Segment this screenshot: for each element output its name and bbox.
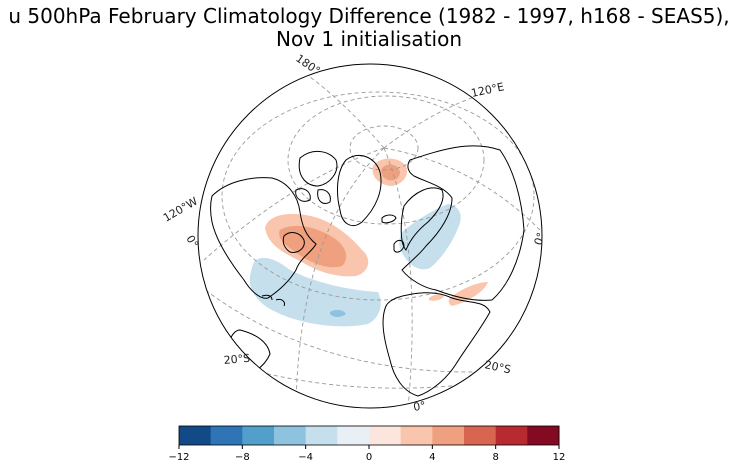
negative-anomaly-atlantic <box>249 257 381 327</box>
colorbar-segment <box>369 426 402 445</box>
title-line-1: u 500hPa February Climatology Difference… <box>8 4 730 28</box>
hudson-bay <box>282 232 305 253</box>
label-0-left: 0° <box>183 233 201 250</box>
colorbar-tick-label: 0 <box>366 452 372 463</box>
label-120w: 120°W <box>161 195 200 225</box>
colorbar <box>179 426 560 445</box>
colorbar-tick-label: −12 <box>168 452 189 463</box>
globe-disk <box>198 64 542 408</box>
colorbar-segment <box>305 426 338 445</box>
positive-anomaly-labrador-core <box>279 225 347 268</box>
colorbar-tick-label: 8 <box>492 452 498 463</box>
iceland <box>381 214 397 224</box>
label-0-bottom: 0° <box>412 399 427 414</box>
positive-anomaly-barents-core <box>381 164 400 181</box>
colorbar-tick-label: −4 <box>298 452 313 463</box>
colorbar-segment <box>400 426 433 445</box>
label-20s-right: 20°S <box>483 358 512 376</box>
label-120e: 120°E <box>470 80 505 100</box>
title-line-2: Nov 1 initialisation <box>275 27 462 51</box>
label-0-right: 0° <box>532 231 548 247</box>
colorbar-segment <box>274 426 307 445</box>
greenland <box>337 155 382 226</box>
colorbar-segment <box>495 426 528 445</box>
label-20s-left: 20°S <box>223 352 251 367</box>
caribbean <box>261 294 285 307</box>
graticule <box>199 69 541 408</box>
eurasia <box>401 145 525 301</box>
colorbar-segment <box>210 426 243 445</box>
colorbar-ticks: −12 −8 −4 0 4 8 12 <box>168 445 565 463</box>
colorbar-segment <box>464 426 497 445</box>
colorbar-tick-label: 4 <box>429 452 435 463</box>
positive-anomaly-africa-small <box>429 294 444 301</box>
colorbar-segment <box>432 426 465 445</box>
coastlines <box>210 145 525 397</box>
colorbar-segment <box>337 426 370 445</box>
colorbar-tick-label: −8 <box>235 452 250 463</box>
negative-anomaly-atlantic-core <box>330 309 346 317</box>
north-america <box>210 177 317 299</box>
colorbar-segment <box>242 426 275 445</box>
colorbar-segment <box>179 426 212 445</box>
colorbar-tick-label: 12 <box>553 452 566 463</box>
british-isles <box>393 239 405 253</box>
globe-outline <box>197 63 543 409</box>
canadian-archipelago <box>295 151 338 204</box>
colorbar-segment <box>527 426 560 445</box>
africa <box>382 292 491 397</box>
